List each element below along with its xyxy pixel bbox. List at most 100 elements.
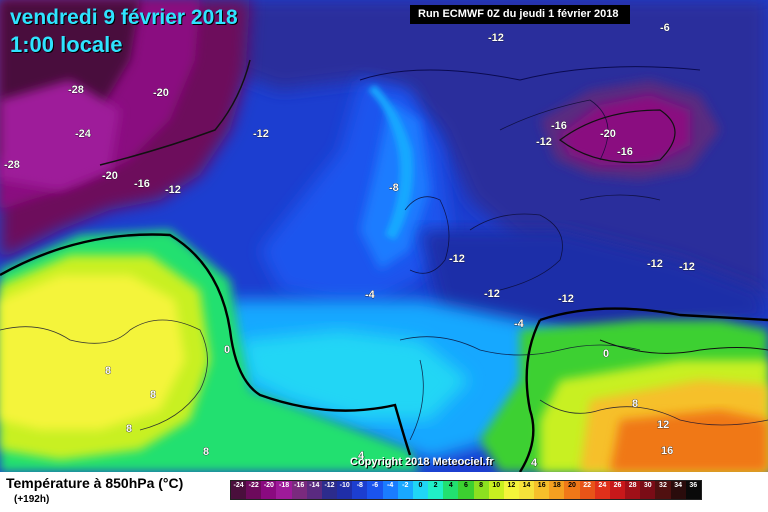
color-scale-cell: -2 xyxy=(397,481,413,499)
color-scale-label: 24 xyxy=(598,482,607,489)
contour-label: -12 xyxy=(488,32,504,44)
color-scale-label: -14 xyxy=(309,482,320,489)
color-scale-cell: 4 xyxy=(443,481,459,499)
color-scale-cell: -6 xyxy=(367,481,383,499)
contour-label: 8 xyxy=(632,398,638,410)
color-scale-cell: -10 xyxy=(337,481,353,499)
contour-label: 8 xyxy=(126,423,132,435)
contour-label: 0 xyxy=(224,344,230,356)
contour-label: -12 xyxy=(647,258,663,270)
contour-label: -12 xyxy=(165,184,181,196)
color-scale-label: 2 xyxy=(433,482,438,489)
color-scale-label: -10 xyxy=(339,482,350,489)
contour-label: 16 xyxy=(661,445,673,457)
color-scale-cell: -18 xyxy=(276,481,292,499)
color-scale-label: -8 xyxy=(356,482,363,489)
color-scale-label: 0 xyxy=(418,482,423,489)
color-scale-cell: 14 xyxy=(518,481,535,499)
temperature-map: -28 -20 -24 -28 -20 -16 -12 -12 -12 -8 -… xyxy=(0,0,768,472)
color-scale-label: 10 xyxy=(492,482,501,489)
color-scale-label: 22 xyxy=(583,482,592,489)
color-scale-cell: 30 xyxy=(640,481,656,499)
legend-title: Température à 850hPa (°C) xyxy=(6,475,184,491)
color-scale-label: -4 xyxy=(387,482,394,489)
contour-label: -28 xyxy=(68,84,84,96)
color-scale-cell: -12 xyxy=(321,481,338,499)
contour-label: -12 xyxy=(536,136,552,148)
color-scale-cell: 34 xyxy=(670,481,686,499)
contour-label: -12 xyxy=(484,288,500,300)
forecast-date: vendredi 9 février 2018 xyxy=(10,6,238,29)
temperature-field xyxy=(0,0,768,472)
contour-label: -24 xyxy=(75,128,92,140)
contour-label: -12 xyxy=(558,293,574,305)
color-scale-label: 6 xyxy=(463,482,468,489)
color-scale-cell: 0 xyxy=(412,481,429,499)
color-scale-label: 18 xyxy=(552,482,561,489)
color-scale-label: 12 xyxy=(507,482,516,489)
color-scale-label: 30 xyxy=(643,482,652,489)
contour-label: -12 xyxy=(449,253,465,265)
legend-subtitle: (+192h) xyxy=(14,494,50,505)
color-scale-label: -16 xyxy=(294,482,305,489)
contour-label: -16 xyxy=(617,146,633,158)
contour-label: -12 xyxy=(679,261,695,273)
color-scale-cell: 24 xyxy=(594,481,610,499)
color-scale-label: -12 xyxy=(324,482,335,489)
color-scale-label: -22 xyxy=(248,482,259,489)
contour-label: -12 xyxy=(253,128,269,140)
color-scale-cell: 16 xyxy=(534,481,550,499)
color-scale-cell: -20 xyxy=(261,481,277,499)
color-scale-label: 28 xyxy=(628,482,637,489)
contour-label: -8 xyxy=(389,182,399,194)
color-scale-label: 4 xyxy=(448,482,453,489)
color-scale-cell: -8 xyxy=(352,481,368,499)
color-scale-label: 34 xyxy=(674,482,682,489)
isotherms xyxy=(0,59,768,472)
copyright-text: Copyright 2018 Meteociel.fr xyxy=(350,456,494,468)
contour-label: -20 xyxy=(153,87,169,99)
color-scale-label: -2 xyxy=(402,482,409,489)
contour-label: -20 xyxy=(102,170,118,182)
color-scale-cell: 36 xyxy=(685,481,701,499)
contour-label: 8 xyxy=(150,389,156,401)
color-scale-cell: -22 xyxy=(246,481,262,499)
color-scale-cell: 22 xyxy=(579,481,595,499)
contour-label: 4 xyxy=(531,457,538,469)
color-scale-label: 36 xyxy=(689,482,698,489)
color-scale-cell: 10 xyxy=(488,481,504,499)
color-scale: -24 -22 -20 -18 -16 -14 -12 -10 -8 -6 -4 -2 0 2 4 6 8 10 1… xyxy=(230,480,702,500)
contour-label: 8 xyxy=(105,365,111,377)
contour-label: -20 xyxy=(600,128,616,140)
color-scale-label: 16 xyxy=(537,482,546,489)
color-scale-cell: -14 xyxy=(306,481,322,499)
color-scale-cell: -4 xyxy=(382,481,398,499)
contour-label: 4 xyxy=(358,450,365,462)
color-scale-cell: 28 xyxy=(625,481,641,499)
color-scale-label: -20 xyxy=(263,482,274,489)
color-scale-cell: 32 xyxy=(655,481,671,499)
color-scale-cell: 6 xyxy=(458,481,474,499)
contour-labels: -28 -20 -24 -28 -20 -16 -12 -12 -12 -8 -… xyxy=(4,22,696,470)
contour-label: -4 xyxy=(514,318,525,330)
color-scale-cell: -24 xyxy=(231,481,247,499)
coastlines xyxy=(0,99,768,441)
model-run-info: Run ECMWF 0Z du jeudi 1 février 2018 xyxy=(410,5,630,24)
color-scale-cell: 26 xyxy=(609,481,626,499)
contour-label: -16 xyxy=(134,178,150,190)
color-scale-cell: 18 xyxy=(549,481,565,499)
contour-label: 12 xyxy=(657,419,669,431)
contour-label: 8 xyxy=(203,446,209,458)
forecast-time: 1:00 locale xyxy=(10,32,123,57)
color-scale-label: -18 xyxy=(278,482,290,489)
color-scale-label: 8 xyxy=(479,482,484,489)
color-scale-cell: 20 xyxy=(564,481,580,499)
color-scale-cell: -16 xyxy=(291,481,307,499)
color-scale-cell: 2 xyxy=(428,481,444,499)
color-scale-label: 26 xyxy=(613,482,622,489)
contour-label: -6 xyxy=(660,22,670,34)
contour-label: -28 xyxy=(4,159,20,171)
color-scale-cell: 12 xyxy=(503,481,519,499)
color-scale-label: 20 xyxy=(568,482,576,489)
